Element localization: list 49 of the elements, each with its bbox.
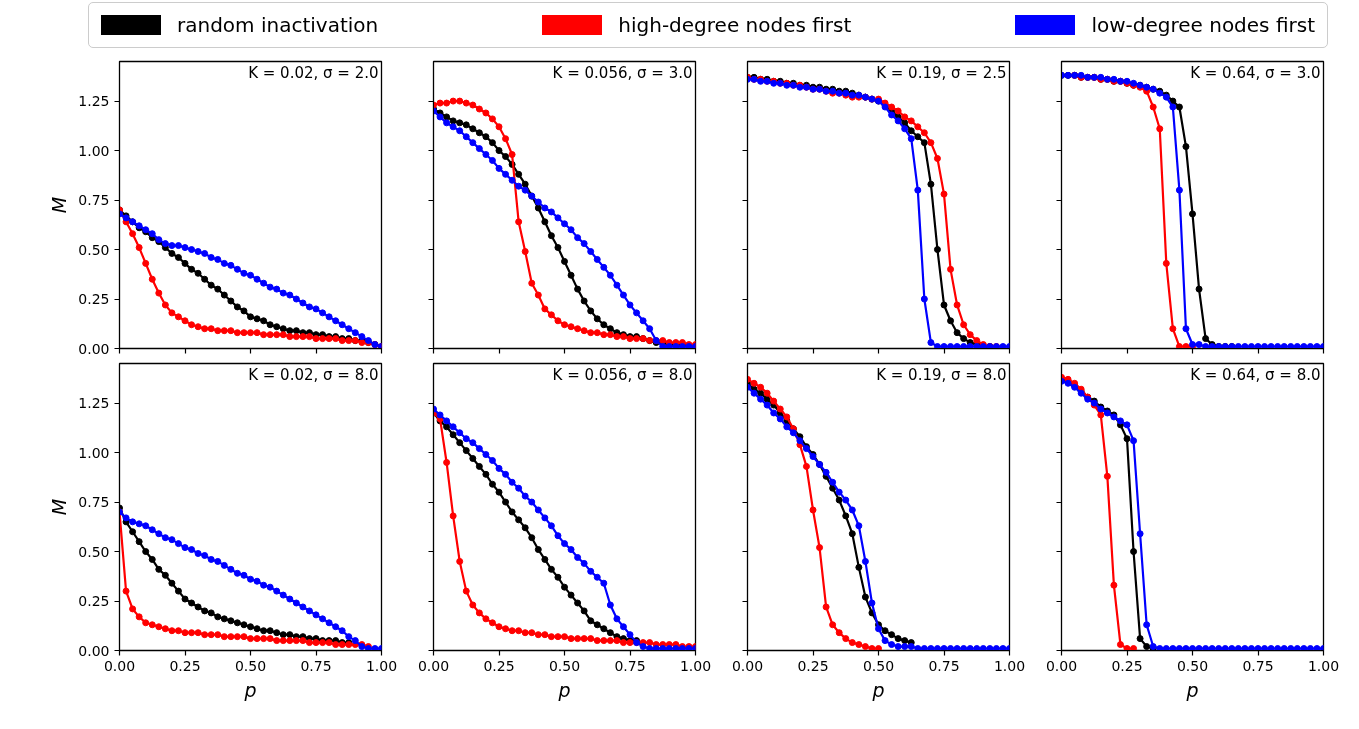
annotation: K = 0.056, σ = 8.0 [552, 365, 693, 384]
y-tick-label: 0.75 [78, 192, 110, 209]
x-tick-label: 0.25 [169, 657, 201, 674]
x-tick-label: 0.00 [417, 657, 450, 674]
annotation: K = 0.19, σ = 2.5 [876, 63, 1007, 82]
annotation: K = 0.056, σ = 3.0 [552, 63, 693, 82]
x-tick-label: 0.00 [1045, 657, 1078, 674]
x-tick-label: 0.75 [928, 657, 960, 674]
x-tick-label: 0.25 [1111, 657, 1143, 674]
x-tick-label: 0.50 [548, 657, 581, 674]
x-tick-label: 0.00 [103, 657, 136, 674]
y-tick-label: 1.25 [78, 395, 110, 412]
x-tick-label: 0.50 [862, 657, 895, 674]
x-axis-title: p [1185, 678, 1199, 701]
annotation: K = 0.02, σ = 8.0 [248, 365, 379, 384]
y-tick-label: 0.25 [78, 593, 110, 610]
annotation: K = 0.64, σ = 8.0 [1190, 365, 1321, 384]
annotation: K = 0.64, σ = 3.0 [1190, 63, 1321, 82]
legend-label: high-degree nodes first [618, 11, 852, 39]
y-tick-label: 1.00 [78, 444, 110, 461]
x-tick-label: 0.50 [1176, 657, 1209, 674]
x-tick-label: 0.00 [731, 657, 764, 674]
legend-label: random inactivation [177, 11, 379, 39]
x-tick-label: 0.75 [300, 657, 332, 674]
x-axis-title: p [243, 678, 257, 701]
y-tick-label: 0.00 [78, 340, 110, 357]
x-tick-label: 1.00 [1307, 657, 1340, 674]
x-tick-label: 0.25 [797, 657, 829, 674]
y-tick-label: 0.25 [78, 291, 110, 308]
y-tick-label: 0.00 [78, 642, 110, 659]
y-tick-label: 1.25 [78, 93, 110, 110]
y-tick-label: 0.50 [78, 241, 110, 258]
x-tick-label: 1.00 [993, 657, 1026, 674]
annotation: K = 0.19, σ = 8.0 [876, 365, 1007, 384]
x-tick-label: 1.00 [365, 657, 398, 674]
x-tick-label: 0.75 [1242, 657, 1274, 674]
x-axis-title: p [871, 678, 885, 701]
y-axis-title: M [48, 498, 71, 516]
x-tick-label: 0.25 [483, 657, 515, 674]
x-tick-label: 0.75 [614, 657, 646, 674]
annotation: K = 0.02, σ = 2.0 [248, 63, 379, 82]
y-tick-label: 0.50 [78, 543, 110, 560]
x-tick-label: 1.00 [679, 657, 712, 674]
legend-label: low-degree nodes first [1091, 11, 1315, 39]
x-axis-title: p [557, 678, 571, 701]
y-tick-label: 1.00 [78, 142, 110, 159]
y-axis-title: M [48, 196, 71, 214]
x-tick-label: 0.50 [234, 657, 267, 674]
y-tick-label: 0.75 [78, 494, 110, 511]
